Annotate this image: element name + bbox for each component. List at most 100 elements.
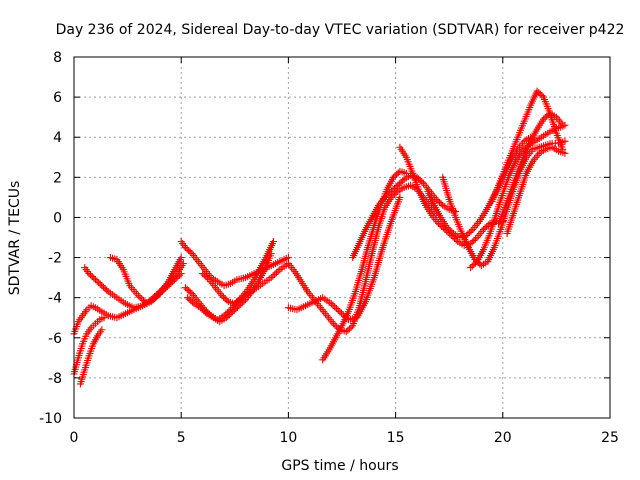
data-point (382, 192, 390, 200)
data-point (334, 306, 342, 314)
y-tick-label: -2 (48, 251, 62, 267)
data-point (183, 245, 191, 253)
data-point (446, 226, 454, 234)
data-point (329, 320, 337, 328)
data-point (392, 183, 400, 191)
data-point (395, 180, 403, 188)
data-point (346, 325, 354, 333)
y-axis-label: SDTVAR / TECUs (7, 181, 23, 296)
data-point (391, 172, 399, 180)
data-point (437, 200, 445, 208)
data-point (332, 304, 340, 312)
data-point (232, 305, 240, 313)
data-point (184, 294, 192, 302)
data-point (468, 238, 476, 246)
data-point (392, 189, 400, 197)
y-tick-label: -8 (48, 371, 62, 387)
y-tick-label: -4 (48, 291, 62, 307)
data-point (134, 292, 142, 300)
data-series (284, 193, 404, 324)
data-point (387, 187, 395, 195)
data-point (327, 300, 335, 308)
data-point (203, 274, 211, 282)
data-point (98, 282, 106, 290)
data-point (389, 186, 397, 194)
data-point (196, 304, 204, 312)
data-point (139, 296, 147, 304)
data-point (394, 181, 402, 189)
data-point (415, 175, 423, 183)
data-point (93, 277, 101, 285)
data-point (181, 244, 189, 252)
data-point (342, 328, 350, 336)
data-series (488, 87, 567, 205)
data-point (470, 261, 478, 269)
data-point (170, 276, 178, 284)
data-point (160, 286, 168, 294)
data-point (538, 92, 546, 100)
data-point (471, 259, 479, 267)
data-point (467, 264, 475, 272)
data-point (274, 267, 282, 275)
data-point (185, 295, 193, 303)
data-point (344, 326, 352, 334)
data-point (436, 198, 444, 206)
data-point (200, 307, 208, 315)
data-series (76, 326, 106, 388)
data-point (389, 173, 397, 181)
data-point (445, 225, 453, 233)
data-point (271, 270, 279, 278)
data-point (384, 190, 392, 198)
data-point (221, 295, 229, 303)
data-point (470, 237, 478, 245)
data-point (153, 292, 161, 300)
data-point (448, 228, 456, 236)
data-point (85, 270, 93, 278)
data-point (162, 284, 170, 292)
data-point (136, 293, 144, 301)
data-point (88, 273, 96, 281)
data-point (434, 219, 442, 227)
x-tick-label: 10 (279, 430, 297, 446)
data-point (185, 247, 193, 255)
data-series (319, 167, 410, 364)
data-series (199, 238, 277, 308)
data-point (272, 269, 280, 277)
data-series (467, 121, 569, 272)
data-series (70, 314, 108, 378)
data-point (201, 308, 209, 316)
data-point (100, 314, 108, 322)
data-point (535, 89, 543, 97)
data-point (234, 297, 242, 305)
data-series (106, 254, 185, 308)
data-point (172, 274, 180, 282)
axis-ticks (73, 56, 611, 419)
data-point (480, 225, 488, 233)
data-point (467, 227, 475, 235)
data-point (99, 283, 107, 291)
data-point (466, 228, 474, 236)
data-point (98, 326, 106, 334)
y-tick-label: 0 (53, 210, 62, 226)
data-point (103, 286, 111, 294)
data-point (418, 178, 426, 186)
data-point (543, 112, 551, 120)
data-point (179, 260, 187, 268)
data-point (240, 297, 248, 305)
y-tick-label: 2 (53, 170, 62, 186)
data-point (394, 169, 402, 177)
data-point (155, 290, 163, 298)
data-point (177, 270, 185, 278)
data-point (95, 279, 103, 287)
data-point (167, 279, 175, 287)
data-point (533, 87, 541, 95)
data-point (198, 305, 206, 313)
data-point (235, 302, 243, 310)
data-point (236, 295, 244, 303)
x-tick-label: 5 (177, 430, 186, 446)
data-point (101, 285, 109, 293)
data-point (174, 273, 182, 281)
data-point (284, 254, 292, 262)
x-tick-label: 0 (70, 430, 79, 446)
data-series (70, 254, 185, 338)
